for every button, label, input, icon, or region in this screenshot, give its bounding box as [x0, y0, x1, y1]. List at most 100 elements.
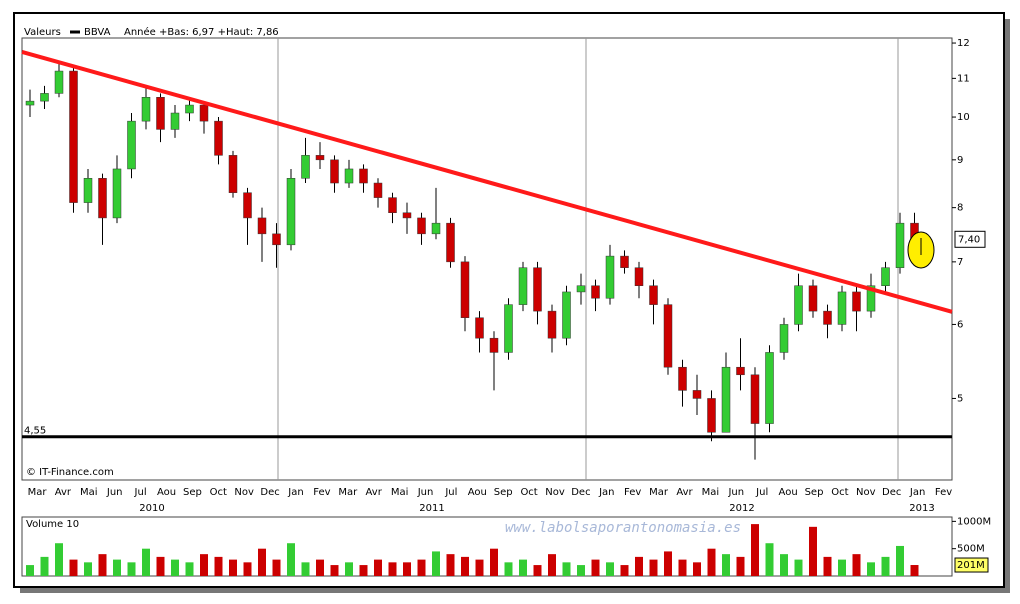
candle-body	[112, 168, 122, 219]
x-tick-label: Nov	[856, 487, 876, 498]
volume-bar	[765, 543, 774, 576]
candle-body	[620, 255, 629, 268]
candle-body	[214, 120, 223, 156]
x-tick-label: Oct	[831, 487, 848, 498]
x-tick-label: Jun	[106, 487, 123, 498]
x-tick-label: Jun	[727, 487, 744, 498]
last-volume-box	[954, 557, 989, 573]
y-tick-label: 9	[957, 155, 963, 166]
last-price-label: 7,40	[958, 234, 980, 245]
candle-body	[504, 304, 513, 353]
volume-bar	[649, 559, 658, 576]
y-tick-label: 11	[957, 73, 970, 84]
candle-body	[779, 324, 789, 353]
candle-body	[808, 285, 818, 312]
volume-bar	[722, 554, 730, 576]
candle-body	[301, 155, 310, 179]
x-tick-label: Avr	[366, 487, 383, 498]
candle-body	[533, 267, 542, 312]
y-tick-label: 7	[957, 257, 963, 268]
candle-body	[330, 159, 339, 184]
volume-bar	[84, 562, 92, 576]
trendline	[21, 50, 953, 314]
candle-body	[417, 217, 426, 235]
x-tick-label: Fev	[313, 487, 330, 498]
y-tick-label: 8	[957, 203, 963, 214]
volume-bar	[258, 548, 266, 576]
x-tick-label: Mai	[702, 487, 720, 498]
volume-bar	[736, 556, 745, 576]
volume-bar	[562, 562, 571, 576]
year-label: 2012	[729, 503, 754, 514]
volume-bar	[69, 559, 78, 576]
x-tick-label: Dec	[571, 487, 590, 498]
volume-bar	[794, 559, 803, 576]
header-label: Valeurs	[24, 27, 61, 38]
candle-body	[54, 70, 64, 94]
volume-bar	[519, 559, 527, 576]
x-tick-label: Jan	[909, 487, 925, 498]
candle-body	[272, 233, 281, 246]
candle-body	[837, 291, 847, 325]
candle-body	[881, 267, 890, 286]
candle-body	[257, 217, 267, 235]
x-tick-label: Jul	[444, 487, 457, 498]
volume-bar	[40, 556, 49, 576]
volume-bar	[838, 559, 846, 576]
volume-bar	[664, 551, 672, 576]
candle-body	[40, 93, 49, 102]
candle-body	[170, 112, 180, 130]
candle-body	[431, 222, 441, 235]
volume-bar	[896, 545, 904, 576]
volume-bar	[606, 562, 614, 576]
candle-body	[127, 120, 136, 170]
candle-body	[185, 104, 194, 114]
x-tick-label: Jan	[598, 487, 614, 498]
header-symbol: BBVA	[84, 27, 111, 38]
volume-bar	[113, 559, 121, 576]
candle-body	[344, 168, 354, 184]
x-tick-label: Dec	[260, 487, 279, 498]
candle-body	[721, 366, 731, 433]
x-tick-label: Nov	[545, 487, 565, 498]
watermark: www.labolsaporantonomasia.es	[505, 520, 741, 536]
x-tick-label: Mar	[649, 487, 669, 498]
volume-bar	[229, 559, 237, 576]
volume-bar	[200, 554, 208, 576]
candle-body	[605, 255, 615, 299]
volume-bar	[678, 559, 687, 576]
candle-body	[736, 366, 745, 376]
volume-bar	[620, 565, 629, 576]
x-tick-label: Jul	[134, 487, 147, 498]
marks: 5 6 7 8 9 10 11 12 4,55 7,40 Mar Avr Mai Jun Jul Aou Sep…	[21, 38, 991, 576]
volume-bar	[577, 565, 585, 576]
x-tick-label: Mar	[338, 487, 358, 498]
last-volume-label: 201M	[957, 560, 985, 571]
volume-tick-label: 500M	[957, 544, 985, 555]
candle-body	[634, 267, 644, 286]
volume-bar	[475, 559, 484, 576]
volume-bar	[852, 554, 861, 576]
candle-body	[286, 178, 296, 246]
candle-body	[315, 155, 325, 161]
x-tick-label: Jan	[287, 487, 303, 498]
candle-body	[489, 337, 499, 353]
volume-bar	[417, 559, 426, 576]
candle-body	[591, 285, 600, 299]
x-tick-label: Mai	[80, 487, 98, 498]
volume-bar	[98, 554, 107, 576]
volume-bar	[707, 548, 716, 576]
volume-bar	[548, 554, 556, 576]
candle-body	[475, 317, 484, 339]
candle-body	[823, 310, 832, 325]
candle-body	[765, 352, 774, 424]
candle-body	[446, 222, 455, 263]
volume-bar	[461, 556, 469, 576]
candle-body	[707, 398, 716, 433]
volume-bar	[780, 554, 788, 576]
volume-bar	[388, 562, 397, 576]
candle-body	[852, 291, 861, 312]
candle-body	[141, 97, 151, 122]
volume-bar	[185, 562, 194, 576]
volume-bar	[243, 562, 252, 576]
